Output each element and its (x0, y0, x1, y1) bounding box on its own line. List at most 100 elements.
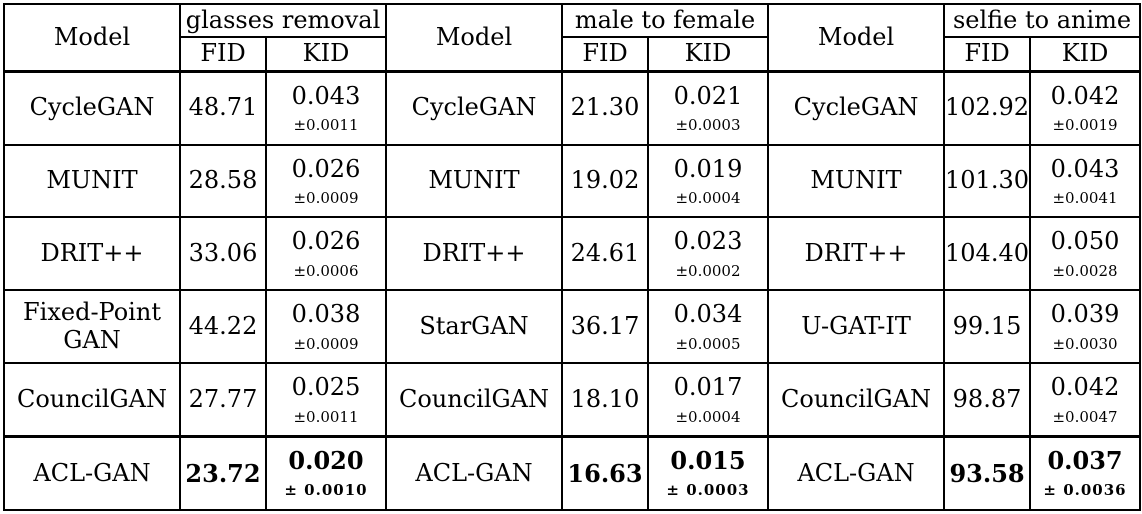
fid-cell-best: 16.63 (561, 435, 649, 512)
model-cell: StarGAN (385, 289, 563, 365)
fid-cell: 33.06 (179, 216, 267, 292)
fid-cell: 104.40 (943, 216, 1032, 292)
fid-cell: 36.17 (561, 289, 649, 365)
table-row-best: ACL-GAN 23.72 0.020 ± 0.0010 ACL-GAN 16.6… (3, 435, 1142, 512)
group-header-selfie-to-anime: selfie to anime (943, 2, 1142, 39)
group-header-glasses-removal: glasses removal (179, 2, 387, 39)
model-header: Model (3, 2, 181, 73)
kid-cell: 0.025 ±0.0011 (265, 362, 387, 438)
kid-header: KID (646, 36, 770, 73)
kid-cell: 0.034 ±0.0005 (646, 289, 770, 365)
kid-cell-best: 0.037 ± 0.0036 (1029, 435, 1142, 512)
kid-value: 0.015 (670, 446, 746, 476)
fid-cell-best: 23.72 (179, 435, 267, 512)
kid-cell: 0.038 ±0.0009 (265, 289, 387, 365)
model-name-line1: Fixed-Point (23, 298, 161, 327)
kid-error: ±0.0002 (675, 261, 741, 280)
fid-cell-best: 93.58 (943, 435, 1032, 512)
kid-cell: 0.019 ±0.0004 (646, 143, 770, 219)
kid-value: 0.043 (291, 81, 361, 110)
kid-error: ±0.0011 (293, 116, 359, 135)
kid-value: 0.023 (673, 227, 743, 256)
kid-error: ±0.0019 (1052, 116, 1118, 135)
fid-header: FID (179, 36, 267, 73)
kid-error: ±0.0006 (293, 261, 359, 280)
kid-value: 0.043 (1050, 154, 1120, 183)
model-cell: CycleGAN (385, 69, 563, 146)
model-cell: MUNIT (3, 143, 181, 219)
fid-cell: 99.15 (943, 289, 1032, 365)
kid-value: 0.019 (673, 154, 743, 183)
kid-value: 0.050 (1050, 227, 1120, 256)
kid-error: ± 0.0036 (1043, 481, 1127, 500)
header-row-metrics: FID KID FID KID FID KID (4, 36, 1142, 73)
model-header: Model (385, 2, 563, 73)
kid-error: ±0.0009 (293, 334, 359, 353)
fid-cell: 102.92 (943, 69, 1032, 146)
model-cell: DRIT++ (385, 216, 563, 292)
model-cell: ACL-GAN (767, 435, 946, 512)
kid-value: 0.042 (1050, 81, 1120, 110)
model-cell: Fixed-Point GAN (3, 289, 181, 365)
model-cell: DRIT++ (767, 216, 946, 292)
model-header: Model (767, 2, 946, 73)
kid-cell: 0.023 ±0.0002 (646, 216, 770, 292)
kid-error: ±0.0004 (675, 188, 741, 207)
kid-error: ±0.0004 (675, 407, 741, 426)
model-cell: CouncilGAN (385, 362, 563, 438)
fid-cell: 28.58 (179, 143, 267, 219)
kid-value: 0.025 (291, 373, 361, 402)
kid-value: 0.020 (288, 446, 364, 476)
table-row: MUNIT 28.58 0.026 ±0.0009 MUNIT 19.02 0.0… (3, 143, 1142, 219)
fid-header: FID (943, 36, 1032, 73)
model-cell: MUNIT (767, 143, 946, 219)
kid-cell: 0.026 ±0.0006 (265, 216, 387, 292)
kid-value: 0.038 (291, 300, 361, 329)
model-cell: DRIT++ (3, 216, 181, 292)
model-name-line2: GAN (63, 325, 121, 354)
fid-cell: 24.61 (561, 216, 649, 292)
fid-cell: 21.30 (561, 69, 649, 146)
kid-value: 0.042 (1050, 373, 1120, 402)
group-header-male-to-female: male to female (560, 2, 770, 39)
kid-header: KID (265, 36, 387, 73)
model-cell: CycleGAN (3, 69, 181, 146)
table-row: DRIT++ 33.06 0.026 ±0.0006 DRIT++ 24.61 0… (3, 216, 1142, 292)
kid-cell: 0.043 ±0.0041 (1029, 143, 1142, 219)
kid-cell-best: 0.020 ± 0.0010 (265, 435, 387, 512)
kid-error: ±0.0011 (293, 407, 359, 426)
results-table: Model glasses removal Model male to fema… (3, 2, 1142, 512)
kid-error: ± 0.0003 (666, 481, 750, 500)
kid-cell: 0.039 ±0.0030 (1029, 289, 1142, 365)
kid-cell: 0.021 ±0.0003 (646, 69, 770, 146)
model-cell: CycleGAN (767, 69, 946, 146)
kid-cell: 0.017 ±0.0004 (646, 362, 770, 438)
table-row: CycleGAN 48.71 0.043 ±0.0011 CycleGAN 21.… (3, 69, 1142, 146)
kid-error: ±0.0009 (293, 188, 359, 207)
kid-error: ±0.0041 (1052, 188, 1118, 207)
kid-cell: 0.050 ±0.0028 (1029, 216, 1142, 292)
kid-error: ±0.0030 (1052, 334, 1118, 353)
kid-cell: 0.042 ±0.0047 (1029, 362, 1142, 438)
kid-error: ±0.0005 (675, 334, 741, 353)
kid-value: 0.037 (1047, 446, 1123, 476)
kid-value: 0.017 (673, 373, 743, 402)
model-cell: CouncilGAN (767, 362, 946, 438)
kid-error: ±0.0047 (1052, 407, 1118, 426)
fid-cell: 101.30 (943, 143, 1032, 219)
kid-cell: 0.026 ±0.0009 (265, 143, 387, 219)
kid-cell: 0.043 ±0.0011 (265, 69, 387, 146)
kid-value: 0.026 (291, 227, 361, 256)
kid-value: 0.021 (673, 81, 743, 110)
kid-header: KID (1029, 36, 1142, 73)
model-cell: ACL-GAN (385, 435, 563, 512)
kid-cell: 0.042 ±0.0019 (1029, 69, 1142, 146)
model-cell: ACL-GAN (3, 435, 181, 512)
header-row-groups: Model glasses removal Model male to fema… (3, 2, 1142, 73)
fid-cell: 48.71 (179, 69, 267, 146)
kid-error: ± 0.0010 (284, 481, 368, 500)
fid-cell: 18.10 (561, 362, 649, 438)
kid-error: ±0.0028 (1052, 261, 1118, 280)
model-cell: MUNIT (385, 143, 563, 219)
model-cell: CouncilGAN (3, 362, 181, 438)
